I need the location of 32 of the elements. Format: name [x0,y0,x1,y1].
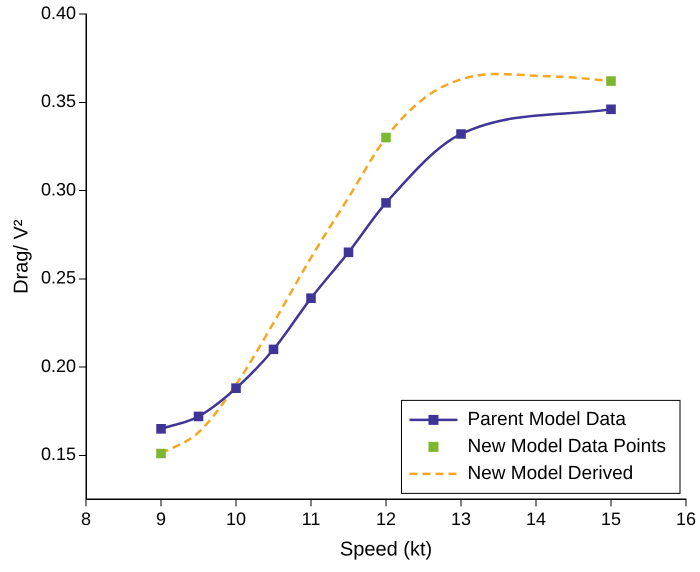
x-tick-label: 11 [302,509,320,530]
legend-label: New Model Derived [467,463,634,484]
point [156,424,166,434]
point [606,76,616,86]
x-axis-title: Speed (kt) [340,538,432,561]
point [156,448,166,458]
point [268,344,278,354]
x-tick-label: 14 [526,509,546,530]
legend-label: New Model Data Points [467,436,666,458]
point [194,412,204,422]
y-tick-label: 0.20 [40,356,76,376]
y-tick-label: 0.40 [40,2,76,23]
x-tick-label: 13 [450,509,472,530]
y-axis-title: Drag/ V² [10,219,33,294]
y-tick-label: 0.35 [40,91,76,112]
x-tick-label: 12 [376,509,396,530]
point [381,198,391,208]
x-tick-label: 9 [156,509,166,530]
x-tick-label: 8 [81,509,92,530]
y-tick-label: 0.25 [40,268,76,288]
point [381,132,391,142]
point [231,383,241,393]
point [456,129,466,139]
point [344,248,354,258]
x-tick-label: 10 [226,509,246,530]
legend-label: Parent Model Data [467,409,626,430]
y-tick-label: 0.30 [40,179,76,200]
x-tick-label: 15 [600,509,622,530]
point [606,104,616,114]
point [306,293,316,303]
x-tick-label: 16 [676,509,696,530]
y-tick-label: 0.15 [40,444,76,464]
